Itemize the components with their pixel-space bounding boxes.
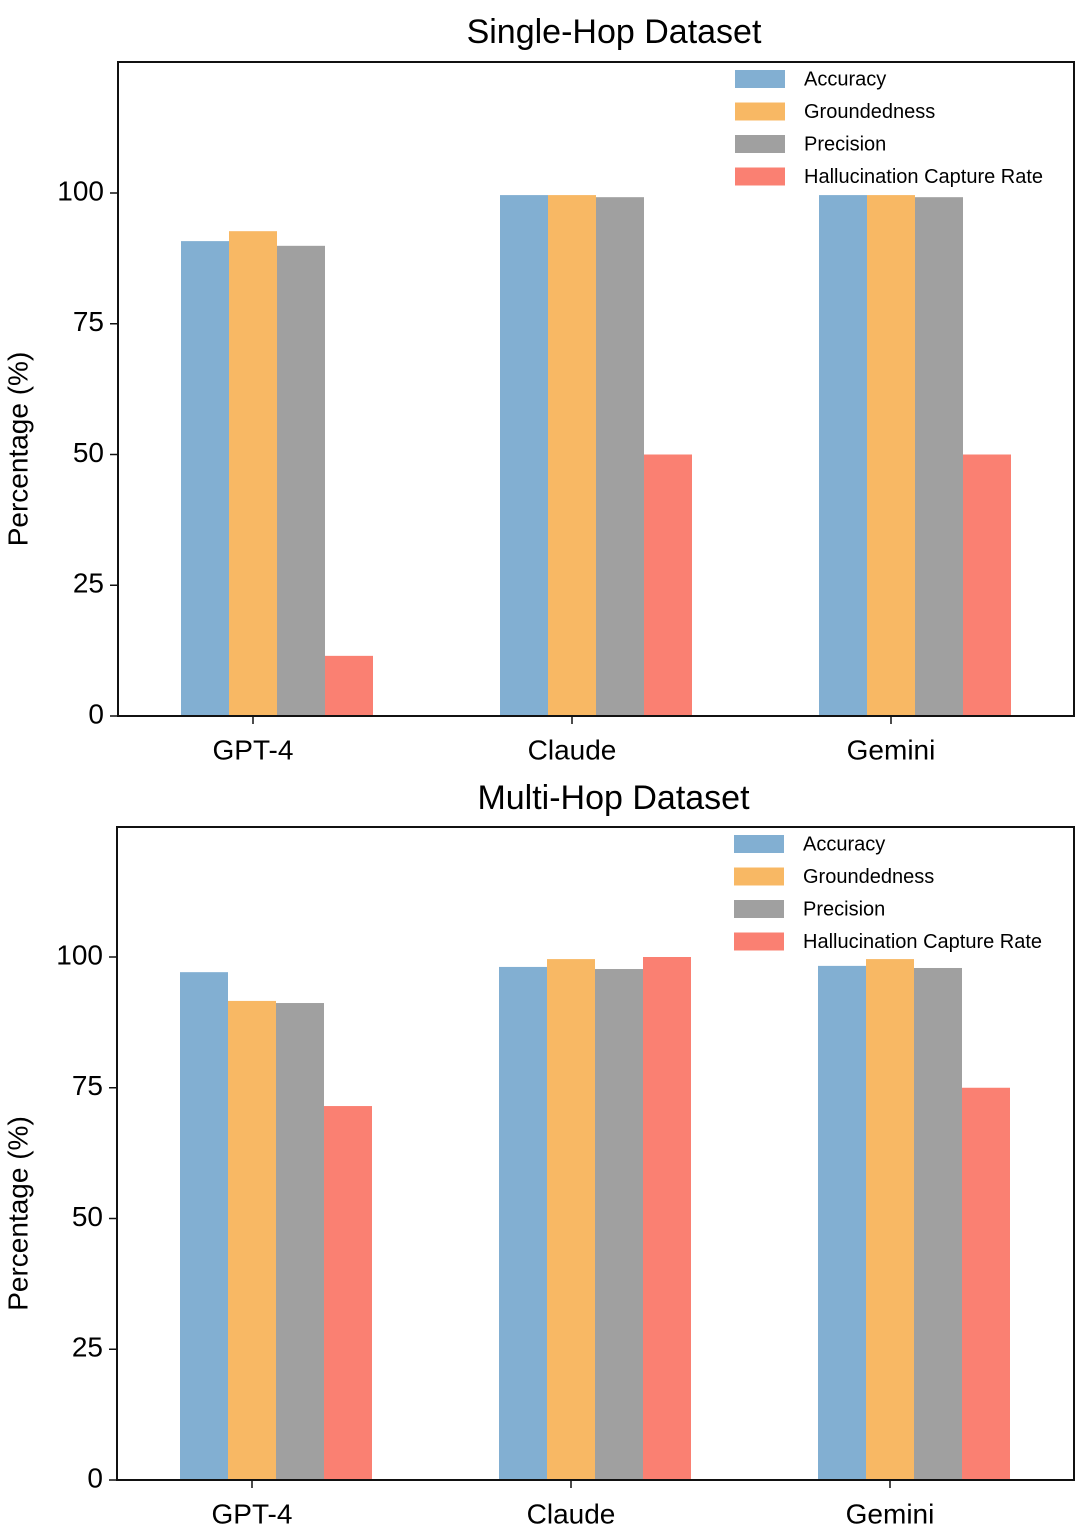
single-hop-bar-hallucination-capture-rate-gpt-4: [325, 655, 373, 716]
single-hop-ytick-label: 25: [73, 568, 104, 599]
multi-hop-legend-swatch: [734, 835, 784, 853]
multi-hop-xtick-label: Claude: [527, 1498, 616, 1529]
multi-hop-ylabel: Percentage (%): [2, 1116, 33, 1311]
multi-hop-legend-swatch: [734, 900, 784, 918]
multi-hop-bar-precision-gemini: [914, 967, 962, 1480]
single-hop-xtick-label: GPT-4: [213, 734, 294, 765]
single-hop-legend-swatch: [735, 102, 785, 121]
single-hop-ytick-label: 50: [73, 437, 104, 468]
single-hop-bar-precision-claude: [596, 197, 644, 716]
multi-hop-bar-precision-gpt-4: [276, 1003, 324, 1480]
single-hop-bar-hallucination-capture-rate-gemini: [963, 454, 1011, 716]
single-hop-ytick-label: 100: [57, 175, 104, 206]
single-hop-axes-frame: [117, 61, 1075, 717]
single-hop-bar-groundedness-claude: [548, 195, 596, 717]
multi-hop-legend-swatch: [734, 932, 784, 951]
multi-hop-ytick-label: 50: [72, 1201, 103, 1232]
multi-hop-ytick-label: 25: [72, 1332, 103, 1363]
single-hop-bar-precision-gemini: [915, 197, 963, 716]
single-hop-legend-label: Groundedness: [804, 101, 935, 123]
single-hop-bar-hallucination-capture-rate-claude: [644, 454, 692, 716]
single-hop-ytick-label: 0: [88, 698, 104, 729]
multi-hop-axes-frame: [116, 826, 1075, 1481]
multi-hop-bar-groundedness-gpt-4: [228, 1000, 276, 1480]
single-hop-bar-accuracy-gemini: [819, 195, 867, 717]
multi-hop-bar-groundedness-gemini: [866, 959, 914, 1480]
multi-hop-chart: Multi-Hop Dataset 0 25 50 75 100 GPT-4 Claude Ge…: [2, 779, 1075, 1529]
single-hop-legend-swatch: [735, 70, 785, 88]
multi-hop-legend-label: Precision: [803, 898, 885, 920]
single-hop-legend-label: Accuracy: [804, 68, 886, 90]
multi-hop-bar-hallucination-capture-rate-gemini: [962, 1087, 1010, 1480]
single-hop-bar-precision-gpt-4: [277, 245, 325, 716]
single-hop-xtick-label: Gemini: [847, 734, 936, 765]
multi-hop-xtick-label: GPT-4: [212, 1498, 293, 1529]
multi-hop-bar-hallucination-capture-rate-claude: [643, 957, 691, 1480]
multi-hop-bar-hallucination-capture-rate-gpt-4: [324, 1106, 372, 1480]
single-hop-bar-groundedness-gpt-4: [229, 231, 277, 716]
single-hop-chart: Single-Hop Dataset 0 25 50 75 100 GPT-4 Claude G…: [2, 13, 1075, 765]
single-hop-ytick-label: 75: [73, 306, 104, 337]
multi-hop-bar-accuracy-claude: [499, 966, 547, 1480]
multi-hop-title: Multi-Hop Dataset: [477, 779, 750, 817]
multi-hop-ytick-label: 0: [87, 1462, 103, 1493]
multi-hop-legend-label: Accuracy: [803, 833, 885, 855]
single-hop-bar-accuracy-claude: [500, 195, 548, 717]
single-hop-xtick-label: Claude: [528, 734, 617, 765]
single-hop-legend-swatch: [735, 167, 785, 186]
single-hop-legend-label: Precision: [804, 133, 886, 155]
single-hop-legend-label: Hallucination Capture Rate: [804, 166, 1043, 188]
multi-hop-legend-label: Groundedness: [803, 866, 934, 888]
single-hop-ylabel: Percentage (%): [2, 352, 33, 547]
multi-hop-ytick-label: 75: [72, 1070, 103, 1101]
single-hop-bar-groundedness-gemini: [867, 195, 915, 717]
multi-hop-bar-accuracy-gpt-4: [180, 972, 228, 1480]
multi-hop-legend-swatch: [734, 867, 784, 886]
single-hop-legend-swatch: [735, 135, 785, 153]
multi-hop-ytick-label: 100: [56, 939, 103, 970]
single-hop-bar-accuracy-gpt-4: [181, 241, 229, 716]
multi-hop-xtick-label: Gemini: [846, 1498, 935, 1529]
multi-hop-bar-accuracy-gemini: [818, 965, 866, 1480]
multi-hop-legend-label: Hallucination Capture Rate: [803, 931, 1042, 953]
multi-hop-bar-precision-claude: [595, 969, 643, 1480]
single-hop-title: Single-Hop Dataset: [467, 13, 762, 51]
multi-hop-bar-groundedness-claude: [547, 959, 595, 1480]
